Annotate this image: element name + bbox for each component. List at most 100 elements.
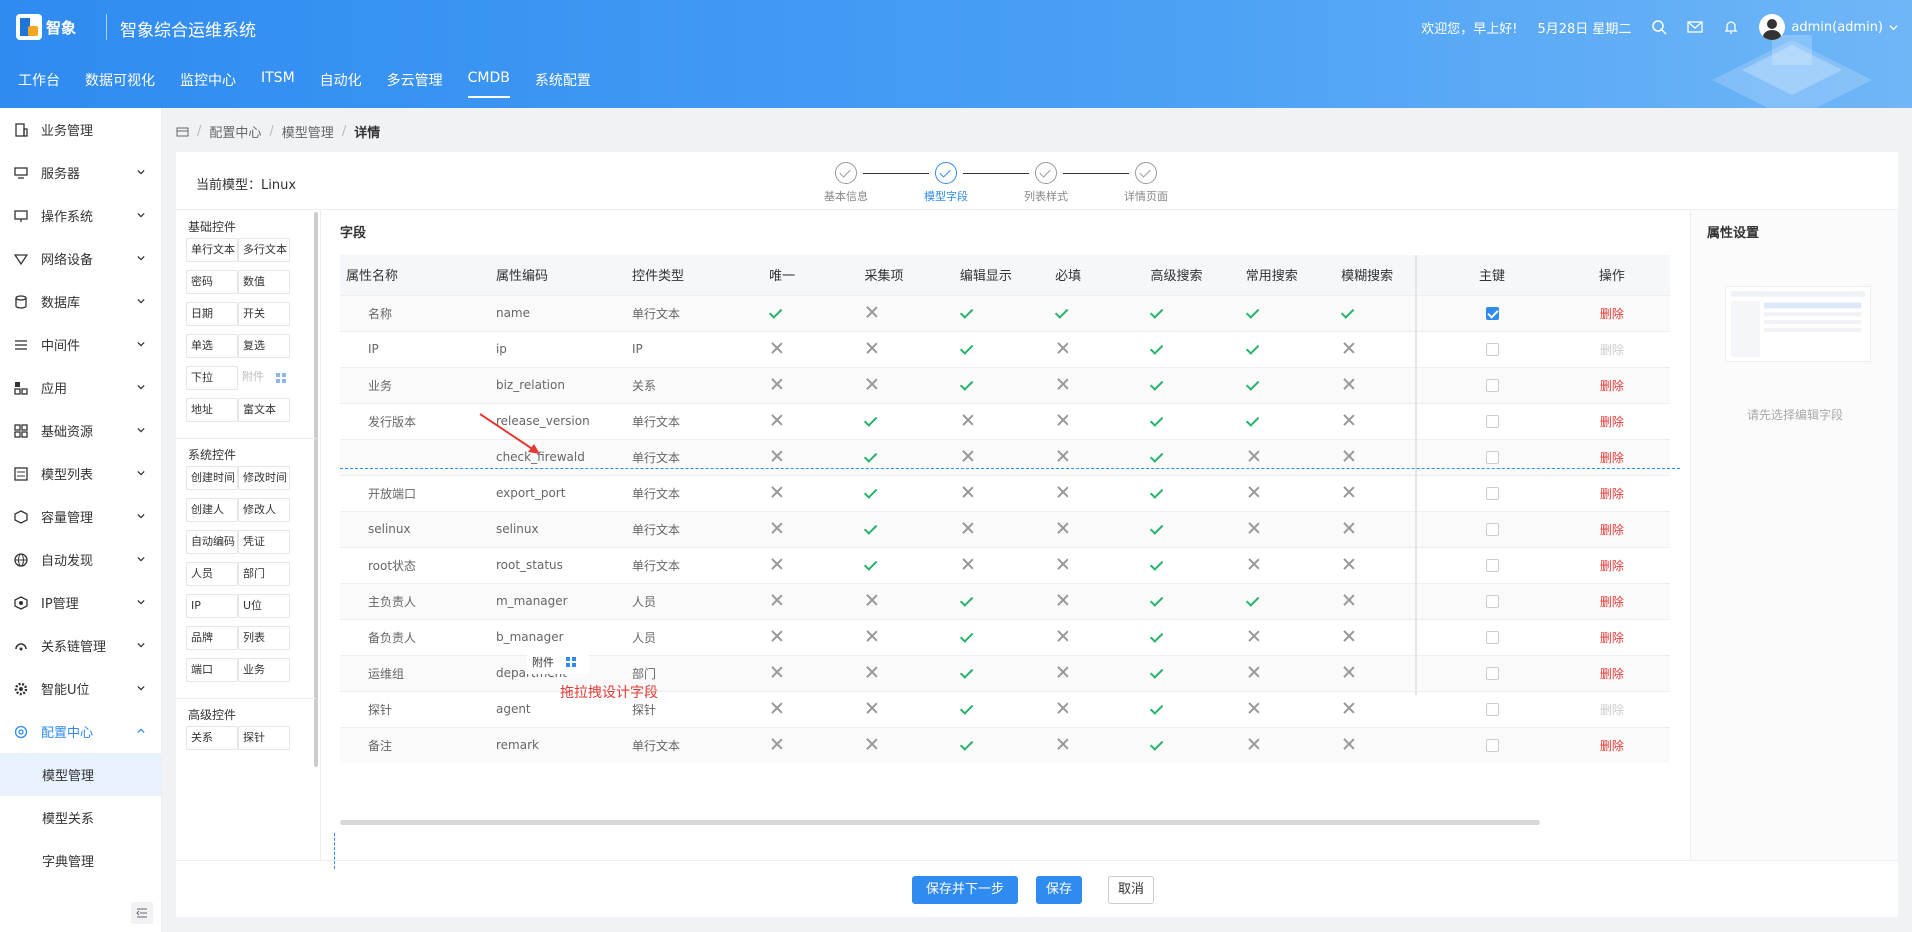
palette-control-button[interactable]: 部门: [238, 562, 290, 586]
table-row[interactable]: 备注 remark 单行文本 删除: [340, 726, 1670, 763]
delete-link[interactable]: 删除: [1599, 306, 1624, 321]
palette-control-button[interactable]: 列表: [238, 626, 290, 650]
primary-key-checkbox[interactable]: [1485, 379, 1499, 392]
table-horizontal-scrollbar[interactable]: [340, 820, 1540, 825]
user-menu[interactable]: admin(admin): [1759, 14, 1898, 40]
palette-control-button[interactable]: 修改时间: [238, 466, 290, 490]
palette-control-button[interactable]: 创建人: [186, 498, 238, 522]
step-item[interactable]: 列表样式: [1006, 162, 1086, 204]
palette-control-button[interactable]: 下拉: [186, 366, 238, 390]
palette-control-button[interactable]: 端口: [186, 658, 238, 682]
primary-key-checkbox[interactable]: [1485, 415, 1499, 428]
sidebar-item[interactable]: 关系链管理: [0, 624, 161, 667]
delete-link[interactable]: 删除: [1599, 450, 1624, 465]
sidebar-collapse-button[interactable]: [131, 902, 153, 924]
sidebar-item[interactable]: 模型列表: [0, 452, 161, 495]
sidebar-item[interactable]: 服务器: [0, 151, 161, 194]
palette-control-button[interactable]: 创建时间: [186, 466, 238, 490]
primary-key-checkbox[interactable]: [1485, 523, 1499, 536]
table-row[interactable]: 业务 biz_relation 关系 删除: [340, 366, 1670, 403]
sidebar-item[interactable]: 自动发现: [0, 538, 161, 581]
palette-control-button[interactable]: 品牌: [186, 626, 238, 650]
table-row[interactable]: 开放端口 export_port 单行文本 删除: [340, 474, 1670, 511]
step-item[interactable]: 基本信息: [806, 162, 886, 204]
primary-key-checkbox[interactable]: [1485, 667, 1499, 680]
primary-key-checkbox[interactable]: [1485, 631, 1499, 644]
delete-link[interactable]: 删除: [1599, 522, 1624, 537]
palette-control-button[interactable]: 人员: [186, 562, 238, 586]
primary-key-checkbox[interactable]: [1485, 559, 1499, 572]
palette-control-button[interactable]: U位: [238, 594, 290, 618]
palette-control-button[interactable]: 富文本: [238, 398, 290, 422]
primary-key-checkbox[interactable]: [1485, 451, 1499, 464]
palette-control-button[interactable]: 业务: [238, 658, 290, 682]
sidebar-item[interactable]: 应用: [0, 366, 161, 409]
nav-item[interactable]: ITSM: [261, 70, 295, 86]
delete-link[interactable]: 删除: [1599, 594, 1624, 609]
table-row[interactable]: 主负责人 m_manager 人员 删除: [340, 582, 1670, 619]
table-row[interactable]: 名称 name 单行文本 删除: [340, 294, 1670, 331]
bell-icon[interactable]: [1723, 19, 1739, 35]
sidebar-subitem[interactable]: 字典管理: [42, 855, 95, 870]
delete-link[interactable]: 删除: [1599, 486, 1624, 501]
table-row[interactable]: 探针 agent 探针 删除: [340, 690, 1670, 727]
primary-key-checkbox[interactable]: [1485, 487, 1499, 500]
palette-control-button[interactable]: 探针: [238, 726, 290, 750]
nav-item[interactable]: CMDB: [467, 70, 510, 98]
sidebar-item[interactable]: 数据库: [0, 280, 161, 323]
palette-control-button[interactable]: 附件: [238, 366, 290, 390]
sidebar-item[interactable]: 配置中心: [0, 710, 161, 753]
primary-key-checkbox[interactable]: [1485, 343, 1499, 356]
save-button[interactable]: 保存: [1036, 876, 1082, 904]
logo[interactable]: 智象: [16, 12, 78, 42]
sidebar-item[interactable]: IP管理: [0, 581, 161, 624]
step-item[interactable]: 详情页面: [1106, 162, 1186, 204]
delete-link[interactable]: 删除: [1599, 666, 1624, 681]
sidebar-item[interactable]: 容量管理: [0, 495, 161, 538]
search-icon[interactable]: [1651, 19, 1667, 35]
cancel-button[interactable]: 取消: [1108, 876, 1154, 904]
primary-key-checkbox[interactable]: [1485, 595, 1499, 608]
primary-key-checkbox[interactable]: [1485, 307, 1499, 320]
palette-control-button[interactable]: 密码: [186, 270, 238, 294]
nav-item[interactable]: 自动化: [319, 73, 362, 89]
palette-control-button[interactable]: 多行文本: [238, 238, 290, 262]
table-row[interactable]: 发行版本 release_version 单行文本 删除: [340, 402, 1670, 439]
nav-item[interactable]: 多云管理: [386, 73, 443, 89]
delete-link[interactable]: 删除: [1599, 558, 1624, 573]
delete-link[interactable]: 删除: [1599, 702, 1624, 717]
palette-control-button[interactable]: 单选: [186, 334, 238, 358]
sidebar-subitem[interactable]: 模型管理: [0, 753, 161, 796]
nav-item[interactable]: 监控中心: [180, 73, 236, 89]
save-next-button[interactable]: 保存并下一步: [912, 876, 1018, 904]
sidebar-item[interactable]: 智能U位: [0, 667, 161, 710]
delete-link[interactable]: 删除: [1599, 342, 1624, 357]
sidebar-item[interactable]: 中间件: [0, 323, 161, 366]
nav-item[interactable]: 数据可视化: [85, 73, 155, 89]
table-row[interactable]: 运维组department部门删除: [340, 654, 1670, 691]
nav-item[interactable]: 工作台: [18, 73, 60, 89]
palette-control-button[interactable]: 复选: [238, 334, 290, 358]
home-icon[interactable]: [176, 125, 189, 138]
palette-control-button[interactable]: 日期: [186, 302, 238, 326]
sidebar-subitem[interactable]: 模型关系: [42, 812, 95, 827]
palette-control-button[interactable]: 关系: [186, 726, 238, 750]
table-row[interactable]: selinux selinux 单行文本 删除: [340, 510, 1670, 547]
palette-scrollbar[interactable]: [314, 212, 318, 767]
nav-item[interactable]: 系统配置: [534, 73, 591, 89]
palette-control-button[interactable]: 自动编码: [186, 530, 238, 554]
primary-key-checkbox[interactable]: [1485, 739, 1499, 753]
palette-control-button[interactable]: 修改人: [238, 498, 290, 522]
sidebar-item[interactable]: 网络设备: [0, 237, 161, 280]
sidebar-item[interactable]: 业务管理: [0, 108, 161, 151]
delete-link[interactable]: 删除: [1599, 378, 1624, 393]
delete-link[interactable]: 删除: [1599, 414, 1624, 429]
palette-control-button[interactable]: 数值: [238, 270, 290, 294]
table-row[interactable]: root状态 root_status 单行文本 删除: [340, 546, 1670, 583]
palette-control-button[interactable]: 单行文本: [186, 238, 238, 262]
breadcrumb-config-center[interactable]: 配置中心: [209, 126, 262, 141]
table-row[interactable]: IP ip IP 删除: [340, 330, 1670, 367]
primary-key-checkbox[interactable]: [1485, 703, 1499, 716]
mail-icon[interactable]: [1687, 19, 1704, 35]
breadcrumb-model-management[interactable]: 模型管理: [281, 126, 334, 141]
